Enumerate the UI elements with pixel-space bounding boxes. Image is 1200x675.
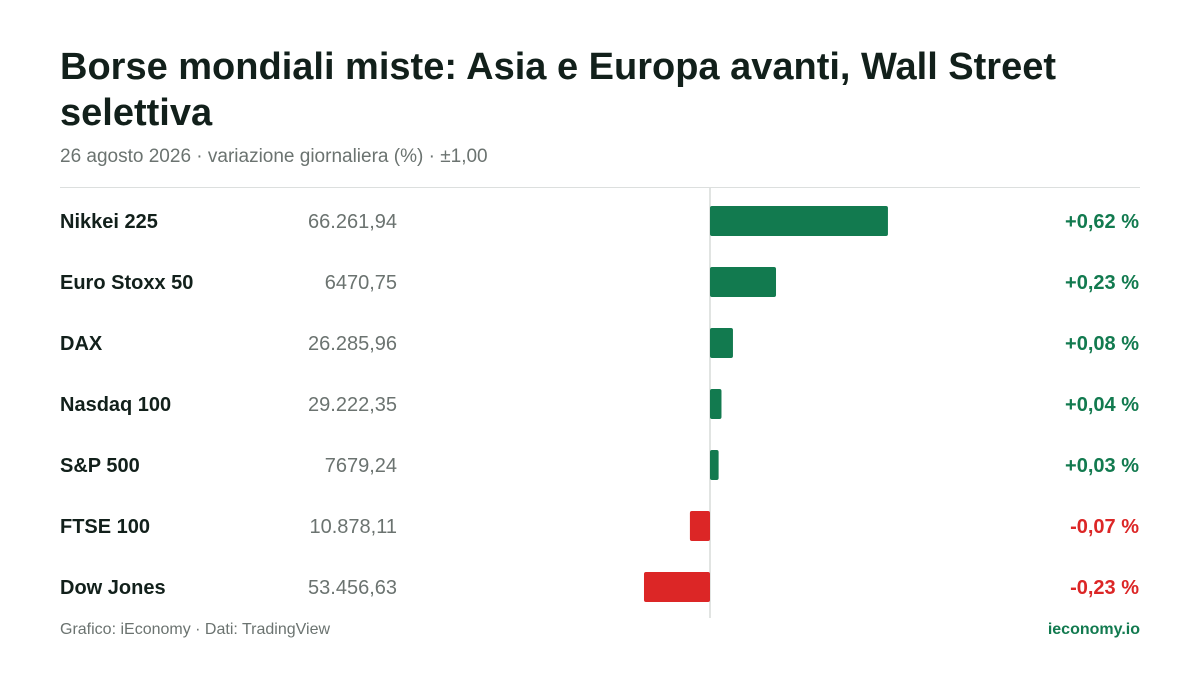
- index-level: 6470,75: [325, 272, 397, 294]
- index-level: 26.285,96: [308, 333, 397, 355]
- change-label: +0,04 %: [1065, 394, 1139, 416]
- index-name: Dow Jones: [60, 577, 166, 599]
- bar: [689, 511, 710, 541]
- bar: [710, 267, 777, 297]
- change-label: +0,23 %: [1065, 272, 1139, 294]
- index-name: Nikkei 225: [60, 211, 158, 233]
- index-level: 66.261,94: [308, 211, 397, 233]
- footer-brand[interactable]: ieconomy.io: [1047, 621, 1140, 638]
- index-name: Nasdaq 100: [60, 394, 171, 416]
- change-label: -0,07 %: [1070, 516, 1139, 538]
- change-label: +0,08 %: [1065, 333, 1139, 355]
- bar: [710, 328, 733, 358]
- index-name: DAX: [60, 333, 103, 355]
- chart-subtitle: 26 agosto 2026 · variazione giornaliera …: [60, 146, 488, 167]
- chart-title: Borse mondiali miste: Asia e Europa avan…: [60, 46, 1057, 134]
- index-level: 53.456,63: [308, 577, 397, 599]
- header-divider: [60, 187, 1140, 188]
- index-name: S&P 500: [60, 455, 140, 477]
- bar: [710, 206, 888, 236]
- footer-source: Grafico: iEconomy · Dati: TradingView: [60, 621, 331, 638]
- bar: [710, 450, 719, 480]
- index-level: 29.222,35: [308, 394, 397, 416]
- index-level: 10.878,11: [310, 516, 398, 538]
- index-name: FTSE 100: [60, 516, 150, 538]
- bar: [643, 572, 710, 602]
- bar-chart: Nikkei 225 66.261,94 +0,62 % Euro Stoxx 50 6…: [60, 188, 1139, 618]
- index-name: Euro Stoxx 50: [60, 272, 193, 294]
- change-label: +0,62 %: [1065, 211, 1139, 233]
- bar: [710, 389, 722, 419]
- change-label: -0,23 %: [1070, 577, 1139, 599]
- change-label: +0,03 %: [1065, 455, 1139, 477]
- index-level: 7679,24: [325, 455, 397, 477]
